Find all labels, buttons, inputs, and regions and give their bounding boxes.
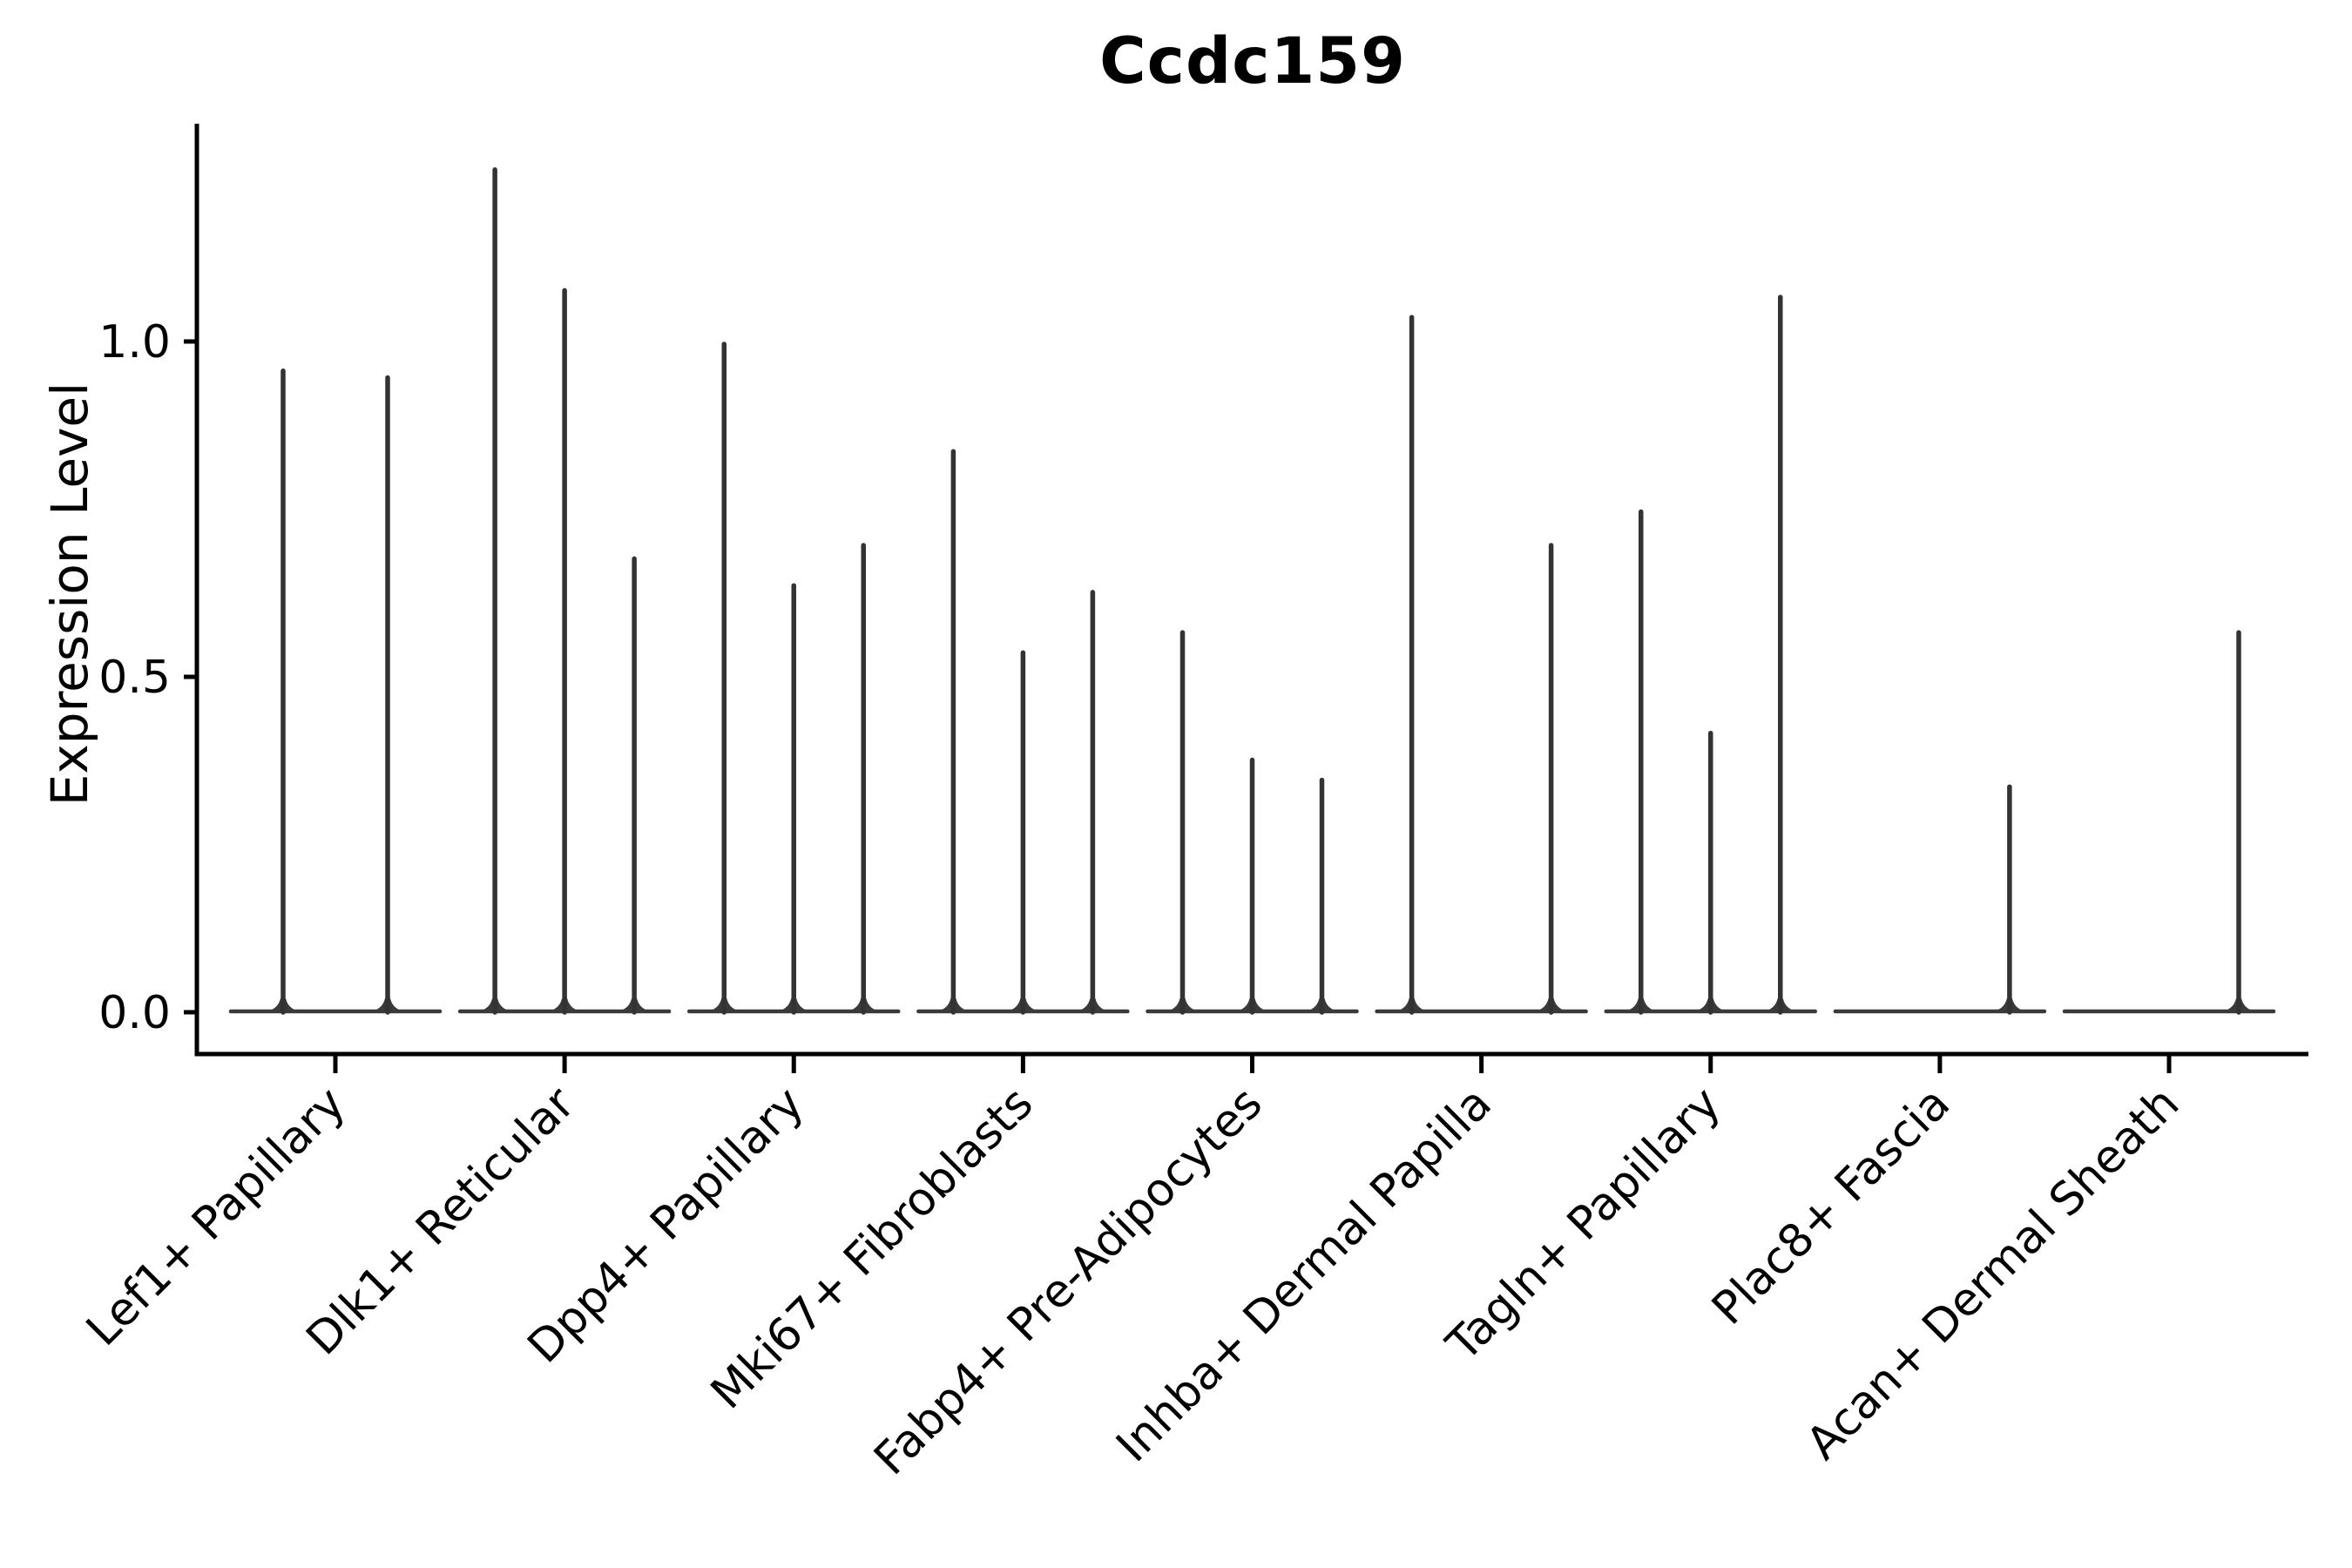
x-category-label: Fabp4+ Pre-Adipocytes: [864, 1078, 1272, 1485]
x-category-label: Acan+ Dermal Sheath: [1797, 1078, 2190, 1470]
chart-title: Ccdc159: [1099, 24, 1406, 98]
y-axis-label: Expression Level: [40, 382, 99, 807]
x-category-label: Inhba+ Dermal Papilla: [1106, 1078, 1501, 1472]
y-tick-label: 1.0: [98, 316, 171, 368]
y-tick-label: 0.0: [98, 987, 171, 1039]
x-category-label: Plac8+ Fascia: [1702, 1078, 1960, 1335]
y-tick-label: 0.5: [98, 652, 171, 704]
